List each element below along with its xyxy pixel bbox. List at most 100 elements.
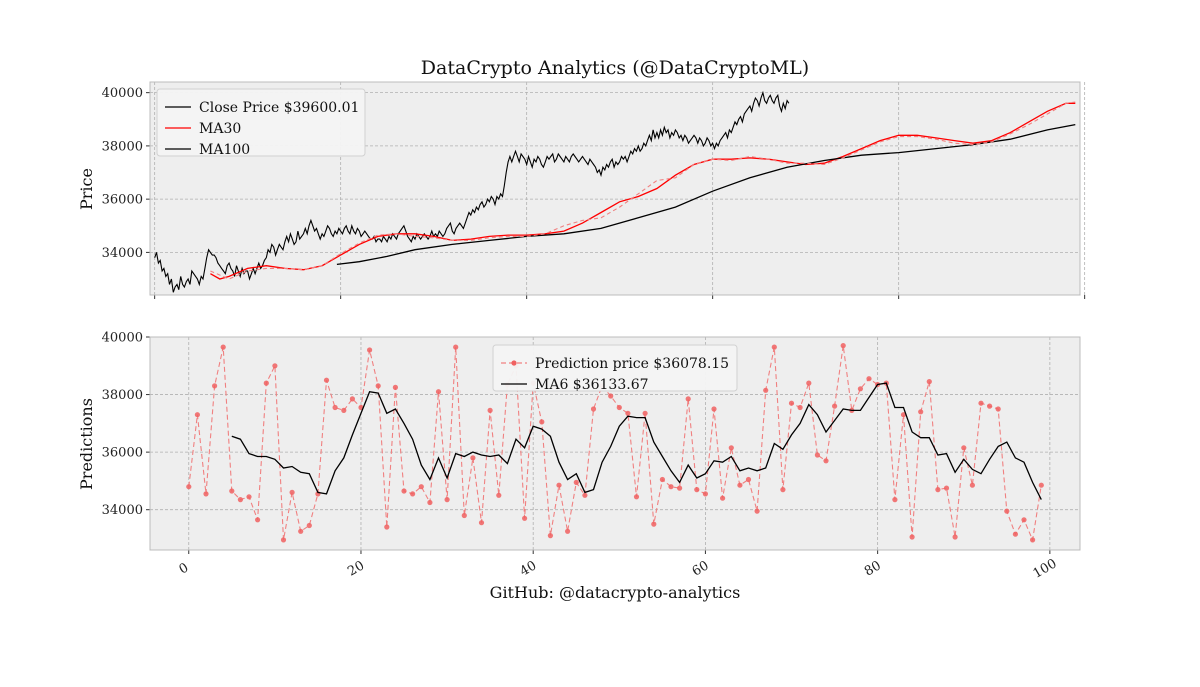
- prediction-point: [289, 489, 295, 495]
- prediction-point: [229, 488, 235, 494]
- prediction-point: [496, 492, 502, 498]
- prediction-point: [720, 495, 726, 501]
- prediction-point: [987, 403, 993, 409]
- prediction-point: [642, 410, 648, 416]
- prediction-point: [737, 482, 743, 488]
- prediction-point: [427, 499, 433, 506]
- prediction-point: [857, 386, 864, 392]
- prediction-point: [771, 344, 777, 350]
- prediction-point: [754, 508, 760, 514]
- prediction-point: [349, 396, 355, 402]
- ma30-dashed-line: [210, 101, 1076, 280]
- legend-label: MA100: [199, 142, 250, 158]
- prediction-point: [461, 512, 467, 519]
- prediction-point: [212, 383, 218, 389]
- x-axis-label: GitHub: @datacrypto-analytics: [490, 583, 741, 602]
- close-price-line: [154, 90, 790, 293]
- prediction-point: [651, 521, 657, 527]
- prediction-point: [763, 387, 769, 393]
- prediction-point: [745, 476, 752, 483]
- prediction-point: [797, 404, 803, 411]
- prediction-point: [1012, 531, 1019, 537]
- prediction-point: [478, 520, 485, 526]
- prediction-point: [633, 494, 640, 500]
- price-panel: 34000 36000 38000 40000 Close Price $39600.0…: [102, 81, 1086, 299]
- prediction-point: [788, 400, 795, 406]
- predictions-panel: 34000 36000 38000 40000 0 20 40 60 80 100 Predicti…: [102, 331, 1081, 582]
- prediction-point: [194, 412, 200, 418]
- prediction-point: [711, 406, 717, 412]
- prediction-point: [487, 407, 493, 413]
- prediction-point: [935, 487, 941, 493]
- prediction-point: [444, 497, 450, 503]
- prediction-point: [814, 452, 821, 458]
- price-y-axis-label: Price: [77, 168, 96, 210]
- prediction-point: [255, 517, 261, 523]
- prediction-point: [237, 497, 243, 503]
- legend-label: MA6 $36133.67: [535, 377, 649, 393]
- prediction-point: [539, 419, 545, 425]
- prediction-point: [832, 403, 838, 409]
- prediction-point: [401, 488, 407, 494]
- prediction-point: [677, 485, 683, 491]
- prediction-point: [341, 407, 347, 413]
- prediction-point: [590, 406, 597, 412]
- ma30-line: [210, 102, 1076, 280]
- ma100-line: [336, 123, 1076, 266]
- prediction-point: [978, 400, 984, 406]
- prediction-point: [1038, 482, 1044, 488]
- prediction-point: [780, 487, 786, 493]
- y-tick-label: 38000: [102, 388, 143, 403]
- y-tick-label: 38000: [102, 139, 143, 154]
- prediction-point: [806, 380, 812, 386]
- x-tick-label: 60: [690, 558, 712, 579]
- prediction-point: [375, 383, 381, 389]
- legend-label: MA30: [199, 121, 241, 137]
- prediction-point: [298, 528, 304, 534]
- prediction-point: [625, 410, 631, 416]
- prediction-price-line: [188, 345, 1042, 542]
- legend: Close Price $39600.01 MA30 MA100: [156, 88, 366, 158]
- prediction-point: [418, 484, 424, 490]
- y-tick-label: 36000: [102, 193, 143, 208]
- x-tick-label: 100: [1031, 556, 1060, 581]
- prediction-point: [961, 445, 967, 451]
- prediction-point: [1021, 517, 1027, 523]
- prediction-point: [702, 491, 709, 497]
- prediction-point: [565, 528, 571, 534]
- prediction-point: [332, 404, 338, 411]
- series-group: [154, 90, 1076, 293]
- prediction-point: [367, 347, 373, 353]
- prediction-point: [556, 482, 562, 488]
- x-tick-label: 0: [177, 560, 192, 577]
- legend-marker: [511, 360, 517, 366]
- prediction-point: [926, 379, 932, 385]
- prediction-point: [659, 476, 666, 483]
- prediction-point: [263, 380, 269, 386]
- prediction-point: [246, 494, 252, 500]
- prediction-point: [728, 445, 734, 451]
- panel-frame: [149, 81, 1081, 296]
- prediction-point: [616, 404, 622, 411]
- prediction-point: [892, 497, 898, 503]
- prediction-point: [866, 376, 872, 382]
- prediction-point: [1030, 537, 1036, 543]
- y-tick-label: 40000: [102, 331, 143, 346]
- prediction-point: [909, 534, 915, 540]
- prediction-point: [470, 455, 476, 461]
- prediction-point: [203, 491, 209, 497]
- y-tick-label: 36000: [102, 446, 143, 461]
- panel-frame: [149, 336, 1081, 551]
- prediction-point: [392, 384, 398, 390]
- prediction-point: [306, 522, 312, 529]
- prediction-point: [668, 484, 674, 490]
- prediction-point: [694, 487, 700, 493]
- legend-label: Prediction price $36078.15: [535, 356, 729, 372]
- prediction-point: [410, 491, 416, 497]
- prediction-point: [573, 479, 579, 485]
- y-tick-label: 34000: [102, 246, 143, 261]
- prediction-point: [1004, 508, 1010, 514]
- x-tick-label: 20: [345, 558, 367, 579]
- x-tick-label: 80: [862, 558, 884, 579]
